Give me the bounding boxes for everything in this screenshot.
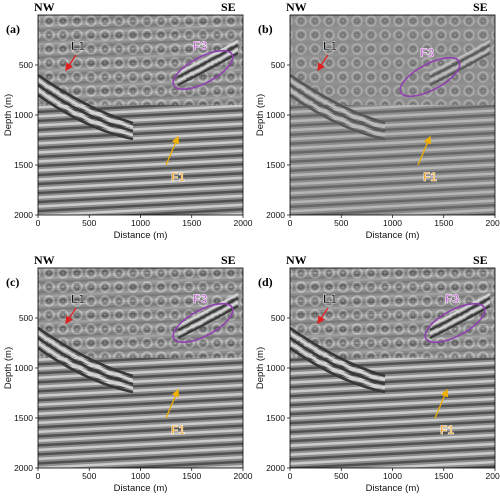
annotation-l1: L1 [323, 292, 337, 306]
direction-nw: NW [34, 0, 55, 14]
x-tick-label: 1500 [182, 218, 201, 228]
f3-ellipse [172, 302, 234, 344]
x-tick-label: 0 [36, 471, 41, 481]
y-axis-label: Depth (m) [3, 94, 14, 136]
direction-se: SE [221, 0, 236, 14]
direction-se: SE [473, 253, 488, 267]
x-tick-label: 1000 [383, 471, 402, 481]
seismic-section [38, 268, 243, 468]
seismic-section [290, 15, 495, 215]
f3-ellipse [172, 49, 234, 91]
x-tick-label: 1500 [182, 471, 201, 481]
y-axis-label: Depth (m) [255, 347, 266, 389]
panel-b: NW SE (b) 500 1000 1500 2000 Depth (m) 0 500 1000 1… [255, 0, 500, 241]
seismic-section [290, 268, 495, 468]
y-axis-label: Depth (m) [3, 347, 14, 389]
l1-arrow [317, 307, 329, 325]
y-tick-label: 1000 [14, 363, 33, 373]
x-tick-label: 1000 [131, 218, 150, 228]
x-axis-label: Distance (m) [366, 483, 420, 494]
x-tick-label: 0 [288, 218, 293, 228]
x-tick-label: 1000 [131, 471, 150, 481]
x-tick-label: 500 [82, 471, 96, 481]
annotation-f1: F1 [440, 423, 454, 437]
y-tick-label: 500 [19, 313, 33, 323]
direction-nw: NW [286, 253, 307, 267]
y-tick-label: 2000 [266, 463, 285, 473]
x-tick-label: 500 [334, 471, 348, 481]
x-tick-label: 2000 [486, 218, 500, 228]
annotation-f3: F3 [420, 46, 434, 60]
panel-label: (c) [6, 275, 19, 289]
f3-ellipse [424, 302, 486, 344]
x-tick-label: 1500 [434, 218, 453, 228]
panel-label: (b) [258, 22, 273, 36]
annotation-f3: F3 [445, 292, 459, 306]
annotation-f1: F1 [423, 170, 437, 184]
annotation-f3: F3 [193, 39, 207, 53]
annotation-f1: F1 [171, 170, 185, 184]
x-tick-label: 1500 [434, 471, 453, 481]
l1-arrow [317, 54, 329, 72]
panel-label: (d) [258, 275, 273, 289]
f1-arrow [165, 388, 180, 419]
panel-label: (a) [6, 22, 20, 36]
x-axis-label: Distance (m) [366, 230, 420, 241]
y-axis-label: Depth (m) [255, 94, 266, 136]
y-tick-label: 500 [19, 60, 33, 70]
y-tick-label: 2000 [14, 210, 33, 220]
panel-d: NW SE (d) 500 1000 1500 2000 Depth (m) 0 500 1000 1… [255, 253, 500, 494]
x-tick-label: 0 [36, 218, 41, 228]
annotation-f1: F1 [171, 423, 185, 437]
y-tick-label: 2000 [266, 210, 285, 220]
x-tick-label: 500 [82, 218, 96, 228]
direction-se: SE [221, 253, 236, 267]
x-tick-label: 2000 [486, 471, 500, 481]
f1-arrow [165, 135, 180, 166]
x-axis-label: Distance (m) [114, 483, 168, 494]
annotation-f3: F3 [193, 292, 207, 306]
x-tick-label: 1000 [383, 218, 402, 228]
x-tick-label: 0 [288, 471, 293, 481]
y-tick-label: 1500 [266, 160, 285, 170]
x-tick-label: 2000 [234, 218, 253, 228]
f1-arrow [417, 135, 432, 166]
y-tick-label: 500 [271, 60, 285, 70]
f1-arrow [434, 388, 449, 419]
x-axis-label: Distance (m) [114, 230, 168, 241]
direction-se: SE [473, 0, 488, 14]
panel-a: NW SE (a) 500 1000 1500 2000 Depth (m) 0 500 1000 1… [3, 0, 253, 241]
annotation-l1: L1 [71, 39, 85, 53]
l1-arrow [65, 54, 77, 72]
y-tick-label: 1500 [266, 413, 285, 423]
seismic-section [38, 15, 243, 215]
x-tick-label: 2000 [234, 471, 253, 481]
y-tick-label: 1500 [14, 160, 33, 170]
y-tick-label: 2000 [14, 463, 33, 473]
y-tick-label: 1000 [14, 110, 33, 120]
f3-ellipse [399, 56, 461, 98]
x-tick-label: 500 [334, 218, 348, 228]
y-tick-label: 1500 [14, 413, 33, 423]
direction-nw: NW [286, 0, 307, 14]
annotation-l1: L1 [71, 292, 85, 306]
direction-nw: NW [34, 253, 55, 267]
y-tick-label: 1000 [266, 110, 285, 120]
l1-arrow [65, 307, 77, 325]
y-tick-label: 1000 [266, 363, 285, 373]
annotation-l1: L1 [323, 39, 337, 53]
panel-c: NW SE (c) 500 1000 1500 2000 Depth (m) 0 500 1000 1… [3, 253, 253, 494]
y-tick-label: 500 [271, 313, 285, 323]
